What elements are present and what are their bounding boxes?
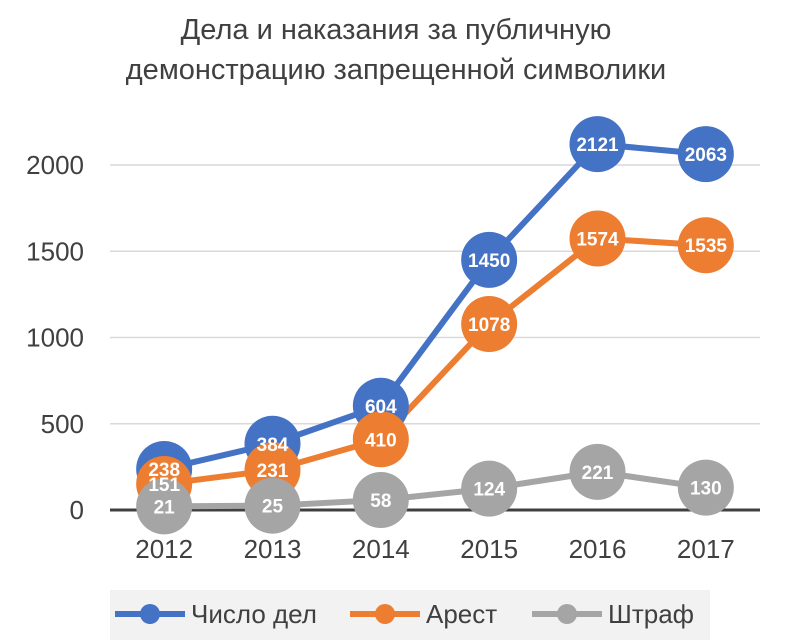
data-point <box>461 460 518 517</box>
data-label: 1535 <box>685 236 728 257</box>
y-tick-label: 0 <box>70 495 84 525</box>
data-label: 2121 <box>576 135 619 156</box>
data-point <box>136 478 193 535</box>
data-label: 604 <box>365 397 397 418</box>
legend-label: Число дел <box>191 599 317 629</box>
data-point <box>352 471 409 528</box>
data-label: 221 <box>582 463 614 484</box>
data-point <box>244 477 301 534</box>
x-tick-label: 2013 <box>244 534 302 564</box>
data-point <box>461 231 518 288</box>
data-point <box>569 210 626 267</box>
y-tick-label: 1500 <box>26 236 84 266</box>
y-tick-label: 1000 <box>26 323 84 353</box>
data-label: 25 <box>262 497 284 518</box>
data-point <box>352 411 409 468</box>
chart-title: Дела и наказания за публичную демонстрац… <box>0 10 792 90</box>
x-tick-label: 2016 <box>569 534 627 564</box>
data-point <box>677 126 734 183</box>
data-label: 21 <box>154 497 176 518</box>
chart-title-line-2: демонстрацию запрещенной символики <box>125 54 667 86</box>
x-tick-label: 2014 <box>352 534 410 564</box>
x-tick-label: 2012 <box>135 534 193 564</box>
legend-label: Арест <box>426 599 497 629</box>
data-point <box>677 459 734 516</box>
data-label: 384 <box>257 435 289 456</box>
data-label: 410 <box>365 430 397 451</box>
data-label: 151 <box>148 475 180 496</box>
x-tick-label: 2017 <box>677 534 735 564</box>
x-tick-label: 2015 <box>460 534 518 564</box>
series-line <box>161 141 709 472</box>
legend-marker <box>375 604 395 624</box>
data-point <box>569 443 626 500</box>
data-label: 124 <box>473 480 505 501</box>
data-point <box>677 217 734 274</box>
data-label: 1574 <box>576 229 619 250</box>
y-tick-label: 500 <box>41 409 84 439</box>
data-label: 1450 <box>468 251 510 272</box>
data-point <box>461 296 518 353</box>
data-label: 238 <box>148 460 180 481</box>
data-label: 1078 <box>468 315 510 336</box>
legend-marker <box>557 604 577 624</box>
legend-marker <box>140 604 160 624</box>
data-label: 2063 <box>685 145 727 166</box>
data-label: 231 <box>257 461 289 482</box>
chart-title-line-1: Дела и наказания за публичную <box>180 14 612 46</box>
data-label: 130 <box>690 479 722 500</box>
y-tick-label: 2000 <box>26 150 84 180</box>
data-label: 58 <box>370 491 391 512</box>
data-point <box>569 116 626 173</box>
legend-label: Штраф <box>608 599 694 629</box>
